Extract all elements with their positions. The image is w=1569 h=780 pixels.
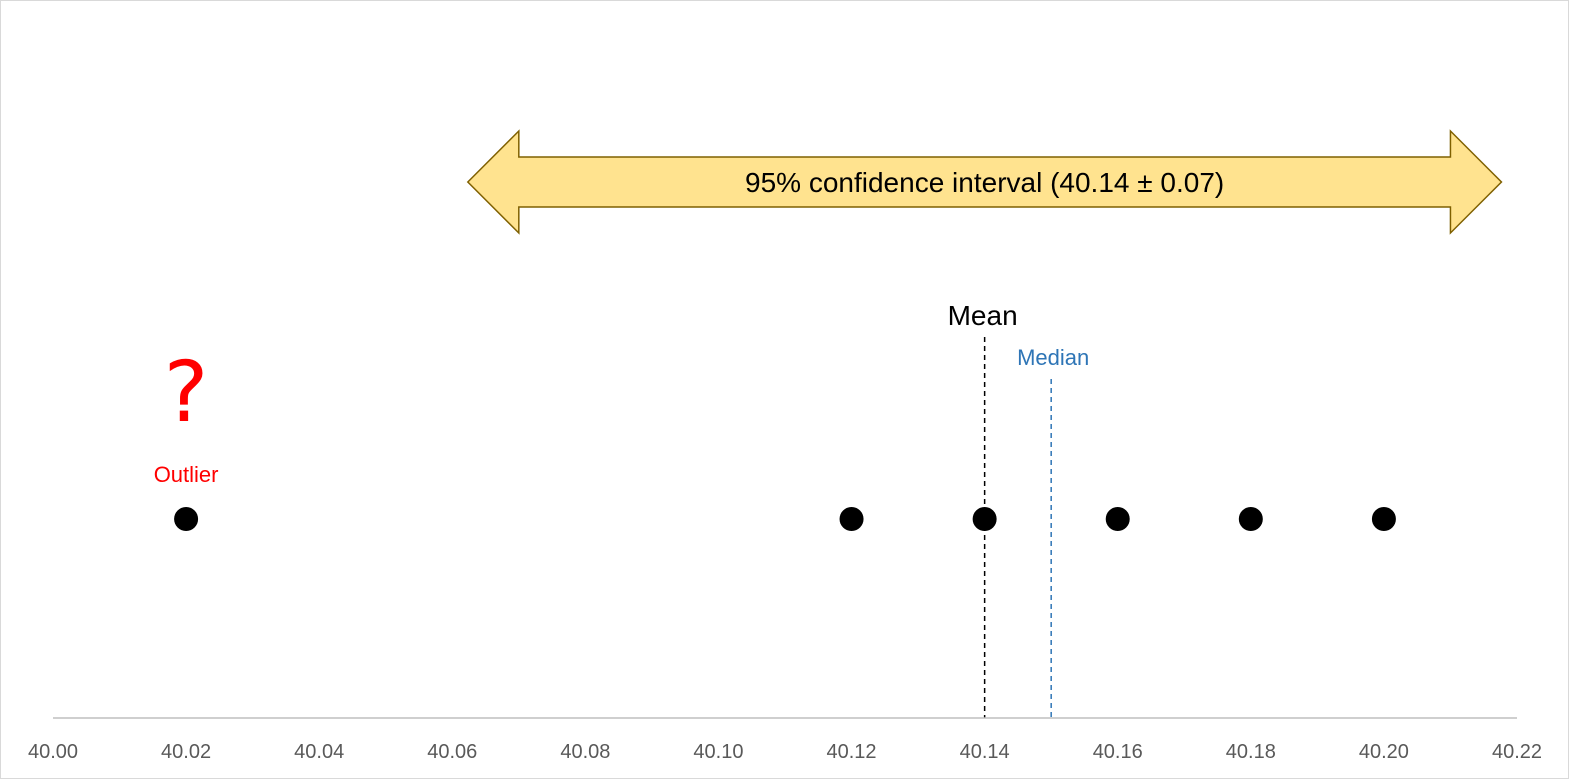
confidence-interval-arrow: 95% confidence interval (40.14 ± 0.07) [466,129,1503,235]
confidence-interval-label: 95% confidence interval (40.14 ± 0.07) [745,167,1224,198]
x-axis-tick-labels: 40.00 40.02 40.04 40.06 40.08 40.10 40.12 40.14… [28,741,1542,763]
data-point [972,507,997,531]
x-tick-label: 40.00 [28,741,78,763]
x-tick-label: 40.10 [693,741,743,763]
data-point [839,507,864,531]
x-axis: 40.00 40.02 40.04 40.06 40.08 40.10 40.12 40.14… [28,717,1542,763]
x-tick-label: 40.18 [1226,741,1276,763]
data-point [1105,507,1130,531]
x-tick-label: 40.20 [1359,741,1409,763]
x-tick-label: 40.04 [294,741,344,763]
data-point [1371,507,1396,531]
data-points [174,507,1396,531]
confidence-interval-double-arrow [466,129,1503,235]
x-tick-label: 40.22 [1492,741,1542,763]
x-tick-label: 40.12 [827,741,877,763]
x-tick-label: 40.16 [1093,741,1143,763]
outlier-data-point [174,507,199,531]
outlier-question-mark: ? [164,343,209,441]
data-point [1238,507,1263,531]
x-tick-label: 40.02 [161,741,211,763]
outlier-label: Outlier [154,462,219,487]
x-tick-label: 40.14 [960,741,1010,763]
mean-label: Mean [948,300,1018,331]
x-tick-label: 40.08 [560,741,610,763]
x-tick-label: 40.06 [427,741,477,763]
median-label: Median [1017,345,1089,370]
